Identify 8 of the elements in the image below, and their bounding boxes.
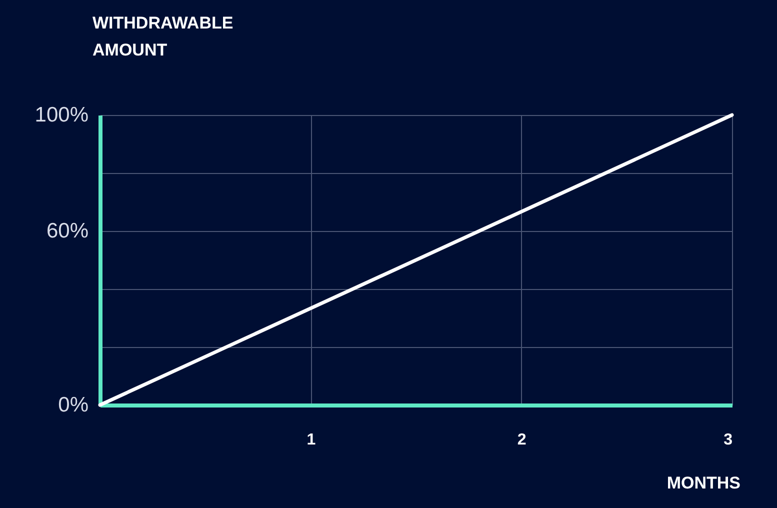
x-tick-label: 1	[306, 432, 316, 448]
x-tick-label: 2	[517, 432, 526, 448]
x-axis-title: MONTHS	[666, 474, 740, 492]
y-tick-label: 100%	[34, 104, 88, 126]
y-axis-title: WITHDRAWABLE AMOUNT	[92, 14, 234, 60]
y-tick-label: 60%	[46, 220, 88, 242]
x-tick-label: 3	[724, 432, 733, 448]
y-tick-label: 0%	[58, 394, 88, 416]
